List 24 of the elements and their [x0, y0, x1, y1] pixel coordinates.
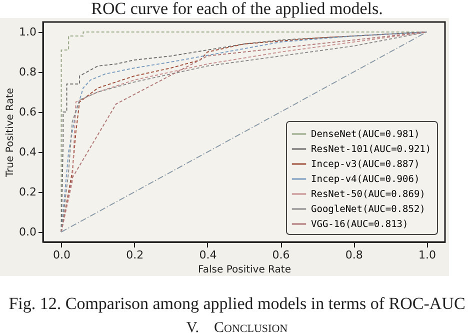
x-tick-label: 0.8	[345, 248, 363, 262]
x-tick-label: 0.6	[272, 248, 290, 262]
legend-label: ResNet-101(AUC=0.921)	[311, 144, 432, 155]
y-tick-label: 0.0	[19, 226, 36, 238]
legend-label: VGG-16(AUC=0.813)	[311, 219, 408, 230]
x-tick-label: 1.0	[418, 248, 436, 262]
x-tick-label: 0.4	[199, 248, 217, 262]
x-tick-label: 0.2	[126, 248, 144, 262]
legend-label: Incep-v4(AUC=0.906)	[311, 174, 420, 185]
caption: Fig. 12. Comparison among applied models in terms of ROC-AUC	[8, 294, 466, 314]
legend-label: ResNet-50(AUC=0.869)	[311, 189, 426, 200]
y-tick-label: 0.8	[19, 66, 36, 78]
text: ROC curve for each of the applied models.	[90, 0, 384, 18]
legend-label: DenseNet(AUC=0.981)	[311, 129, 420, 140]
y-tick-label: 1.0	[19, 26, 36, 38]
x-tick-label: 0.0	[53, 248, 71, 262]
legend-label: Incep-v3(AUC=0.887)	[311, 159, 420, 170]
y-tick-label: 0.6	[19, 106, 36, 118]
y-tick-label: 0.2	[19, 186, 36, 198]
text: V. Conclusion	[185, 320, 289, 333]
y-tick-label: 0.4	[19, 146, 36, 158]
legend-label: GoogleNet(AUC=0.852)	[311, 204, 426, 215]
x-axis-title: False Positive Rate	[198, 264, 291, 276]
y-axis-title: True Positive Rate	[5, 88, 16, 178]
